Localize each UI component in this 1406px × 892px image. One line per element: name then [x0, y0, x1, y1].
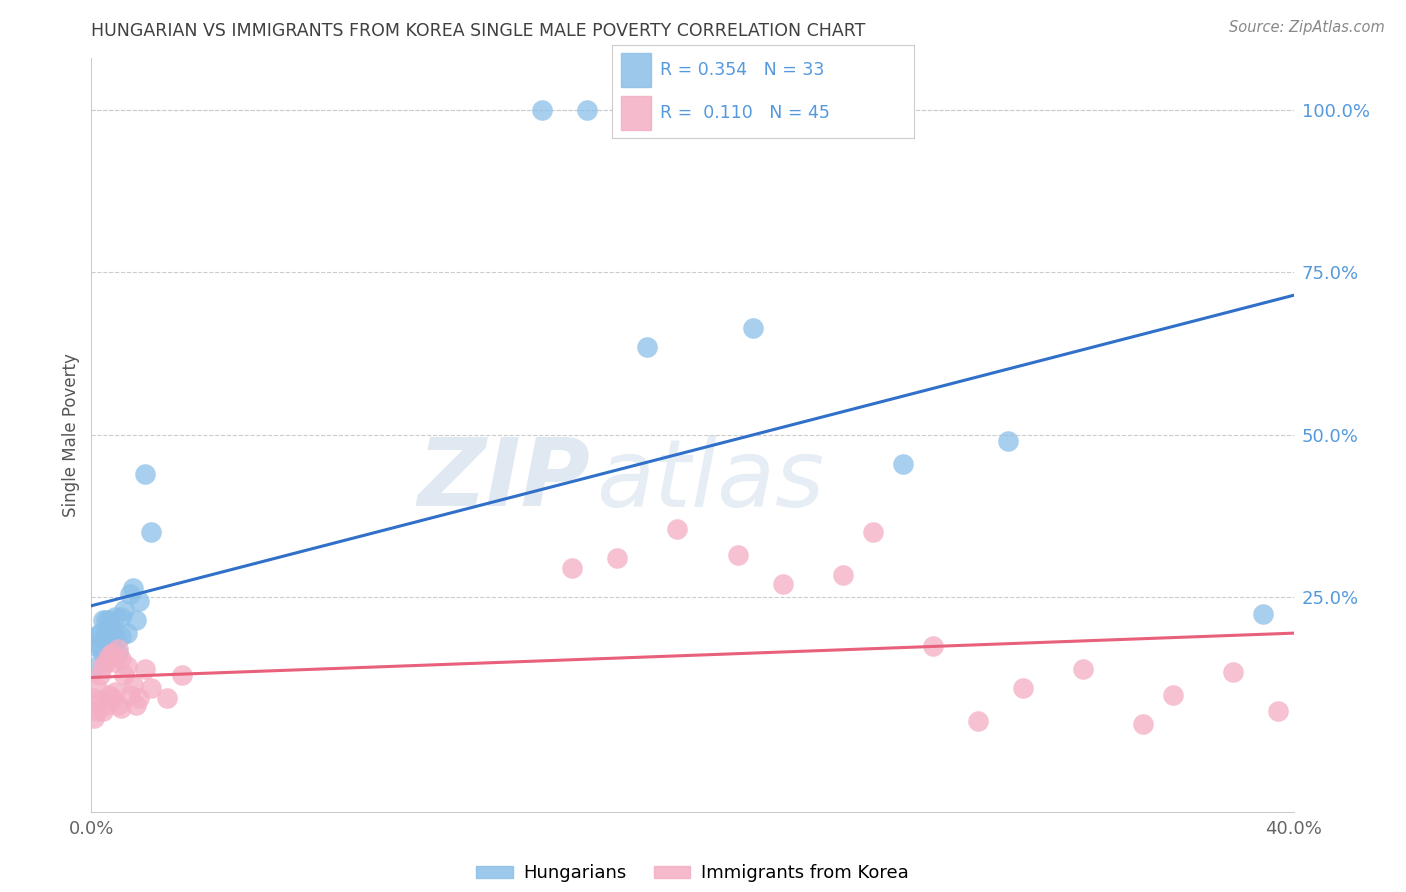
Point — [170, 668, 193, 682]
Point — [125, 613, 148, 627]
Point — [120, 587, 142, 601]
Point — [89, 626, 111, 640]
Point — [93, 613, 115, 627]
Point — [576, 103, 599, 117]
Point — [107, 698, 129, 712]
Point — [134, 467, 156, 481]
Point — [86, 658, 108, 673]
Point — [83, 710, 105, 724]
Point — [101, 639, 124, 653]
Point — [120, 688, 142, 702]
Point — [86, 704, 108, 718]
Point — [1132, 717, 1154, 731]
Point — [96, 613, 118, 627]
Y-axis label: Single Male Poverty: Single Male Poverty — [62, 353, 80, 516]
Point — [89, 668, 111, 682]
Point — [101, 623, 124, 637]
Point — [772, 577, 794, 591]
Point — [101, 691, 124, 706]
Point — [110, 609, 132, 624]
Point — [122, 581, 145, 595]
Point — [831, 567, 853, 582]
Point — [98, 613, 121, 627]
Point — [104, 609, 127, 624]
Point — [922, 639, 945, 653]
Point — [107, 646, 129, 660]
Point — [89, 639, 111, 653]
Point — [741, 320, 763, 334]
Point — [104, 629, 127, 643]
Point — [86, 629, 108, 643]
Point — [104, 684, 127, 698]
Point — [141, 525, 163, 540]
Point — [110, 652, 132, 666]
Bar — [620, 96, 651, 130]
Point — [666, 522, 689, 536]
Point — [104, 655, 127, 669]
Point — [531, 103, 554, 117]
Point — [891, 457, 914, 471]
Point — [1161, 688, 1184, 702]
Point — [98, 648, 121, 663]
Point — [128, 593, 150, 607]
Point — [101, 646, 124, 660]
Point — [1267, 704, 1289, 718]
Point — [125, 698, 148, 712]
Point — [93, 646, 115, 660]
Point — [561, 561, 583, 575]
Point — [83, 691, 105, 706]
Point — [93, 704, 115, 718]
Point — [1222, 665, 1244, 679]
Point — [141, 681, 163, 696]
Point — [134, 662, 156, 676]
Point — [96, 698, 118, 712]
Point — [93, 658, 115, 673]
Point — [110, 700, 132, 714]
Point — [1253, 607, 1275, 621]
Point — [117, 626, 139, 640]
Point — [606, 551, 628, 566]
Point — [89, 694, 111, 708]
Point — [1071, 662, 1094, 676]
Text: R = 0.354   N = 33: R = 0.354 N = 33 — [659, 61, 824, 78]
Point — [117, 658, 139, 673]
Text: ZIP: ZIP — [418, 434, 591, 526]
Point — [96, 626, 118, 640]
Point — [997, 434, 1019, 449]
Text: Source: ZipAtlas.com: Source: ZipAtlas.com — [1229, 20, 1385, 35]
Point — [110, 629, 132, 643]
Point — [727, 548, 749, 562]
Legend: Hungarians, Immigrants from Korea: Hungarians, Immigrants from Korea — [470, 857, 915, 889]
Bar — [620, 53, 651, 87]
Point — [114, 668, 136, 682]
Text: atlas: atlas — [596, 434, 824, 525]
Point — [96, 655, 118, 669]
Point — [86, 681, 108, 696]
Text: R =  0.110   N = 45: R = 0.110 N = 45 — [659, 104, 830, 122]
Point — [128, 691, 150, 706]
Point — [1012, 681, 1035, 696]
Point — [862, 525, 884, 540]
Point — [114, 603, 136, 617]
Point — [98, 632, 121, 647]
Point — [967, 714, 990, 728]
Text: HUNGARIAN VS IMMIGRANTS FROM KOREA SINGLE MALE POVERTY CORRELATION CHART: HUNGARIAN VS IMMIGRANTS FROM KOREA SINGL… — [91, 22, 866, 40]
Point — [155, 691, 177, 706]
Point — [83, 639, 105, 653]
Point — [122, 678, 145, 692]
Point — [636, 340, 658, 354]
Point — [98, 688, 121, 702]
Point — [107, 642, 129, 657]
